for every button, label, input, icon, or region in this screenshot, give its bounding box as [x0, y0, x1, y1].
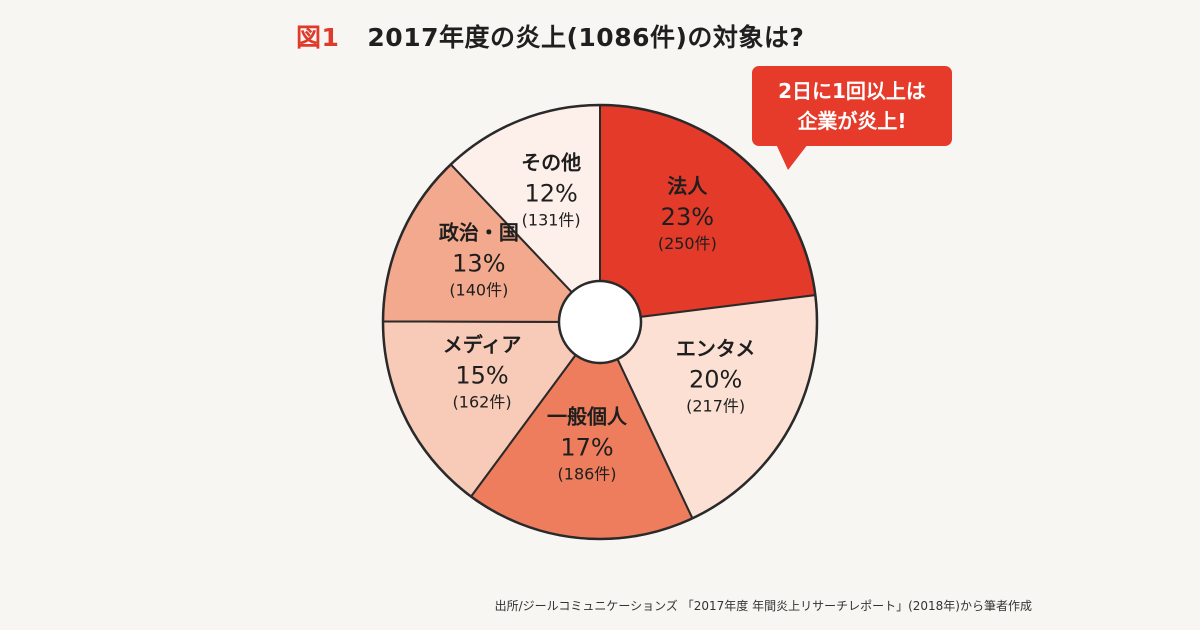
slice-label-group: 一般個人 17% (186件) — [547, 404, 628, 483]
slice-label-group: エンタメ 20% (217件) — [676, 337, 755, 416]
source-note: 出所/ジールコミュニケーションズ 「2017年度 年間炎上リサーチレポート」(2… — [494, 599, 1032, 613]
slice-count: (131件) — [522, 210, 581, 229]
page-title: 図1 2017年度の炎上(1086件)の対象は? — [296, 18, 804, 54]
callout-tail — [776, 144, 808, 170]
donut-hole — [557, 279, 643, 365]
slice-count: (186件) — [558, 464, 617, 483]
slice-label: メディア — [443, 332, 522, 356]
slice-percent: 23% — [661, 203, 714, 231]
slice-label-group: 政治・国 13% (140件) — [439, 221, 519, 300]
callout-bubble: 2日に1回以上は 企業が炎上! — [752, 66, 952, 170]
slice-label-group: メディア 15% (162件) — [443, 332, 522, 411]
chart-title: 2017年度の炎上(1086件)の対象は? — [367, 23, 805, 52]
slice-percent: 12% — [524, 179, 577, 207]
slice-label-group: その他 12% (131件) — [521, 150, 581, 229]
slice-label: 政治・国 — [439, 221, 519, 245]
slice-label: エンタメ — [676, 337, 755, 361]
slice-count: (250件) — [658, 234, 717, 253]
slice-percent: 17% — [560, 433, 613, 461]
slice-count: (162件) — [453, 392, 512, 411]
slice-label-group: 法人 23% (250件) — [658, 174, 717, 253]
slice-label: 一般個人 — [547, 404, 628, 428]
slice-label: 法人 — [667, 174, 708, 198]
slice-percent: 15% — [455, 361, 508, 389]
slice-count: (140件) — [449, 281, 508, 300]
slice-count: (217件) — [686, 397, 745, 416]
pie-outline — [381, 103, 819, 541]
callout-line-2: 企業が炎上! — [797, 109, 907, 133]
callout-line-1: 2日に1回以上は — [778, 79, 926, 103]
slice-label: その他 — [521, 150, 581, 174]
figure-label: 図1 — [296, 23, 340, 52]
slice-percent: 20% — [689, 366, 742, 394]
slice-percent: 13% — [452, 250, 505, 278]
